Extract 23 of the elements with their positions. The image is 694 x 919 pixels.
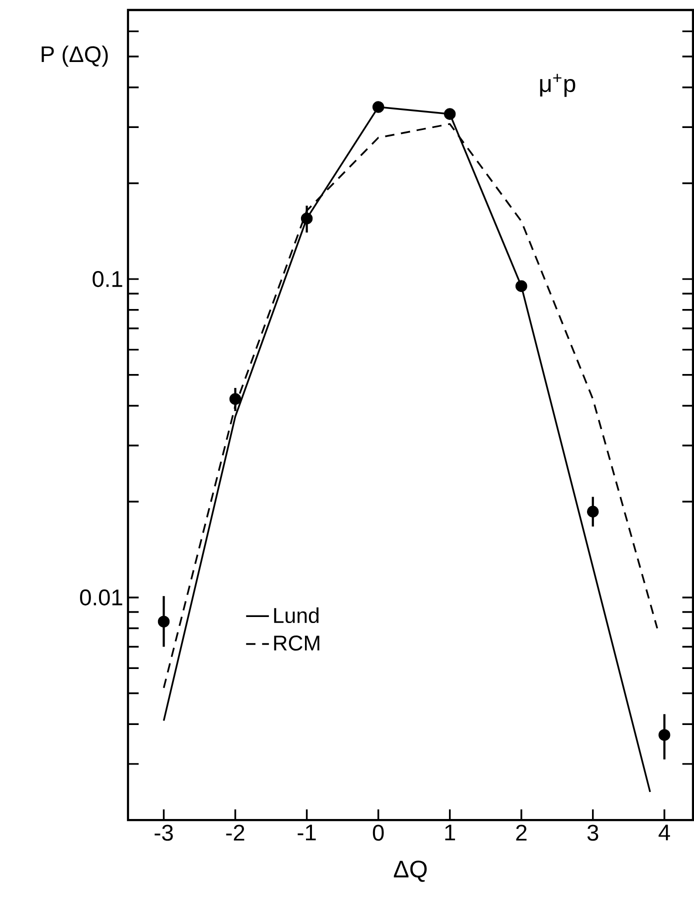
- point: [444, 108, 456, 120]
- point: [515, 280, 528, 292]
- x-axis-title: ΔQ: [394, 860, 427, 882]
- x-tick-label: 3: [587, 824, 598, 841]
- point: [658, 729, 670, 741]
- point: [300, 212, 313, 224]
- point: [372, 101, 384, 113]
- y-tick-label: 0.01: [80, 589, 122, 606]
- point: [158, 616, 170, 628]
- legend-label: Lund: [274, 607, 319, 624]
- x-tick-label: -1: [298, 824, 316, 840]
- point: [587, 506, 599, 518]
- y-tick-label: 0.1: [92, 271, 122, 288]
- x-tick-label: 2: [516, 824, 527, 841]
- legend-label: RCM: [274, 636, 320, 651]
- point: [229, 393, 242, 405]
- annotation: μ$^{+}$p: [540, 74, 576, 97]
- x-tick-label: 1: [445, 824, 456, 840]
- x-tick-label: 4: [658, 824, 670, 840]
- x-tick-label: -2: [226, 824, 244, 841]
- y-axis-title: P (ΔQ): [42, 46, 108, 67]
- x-tick-label: -3: [154, 824, 173, 841]
- x-tick-label: 0: [372, 824, 384, 841]
